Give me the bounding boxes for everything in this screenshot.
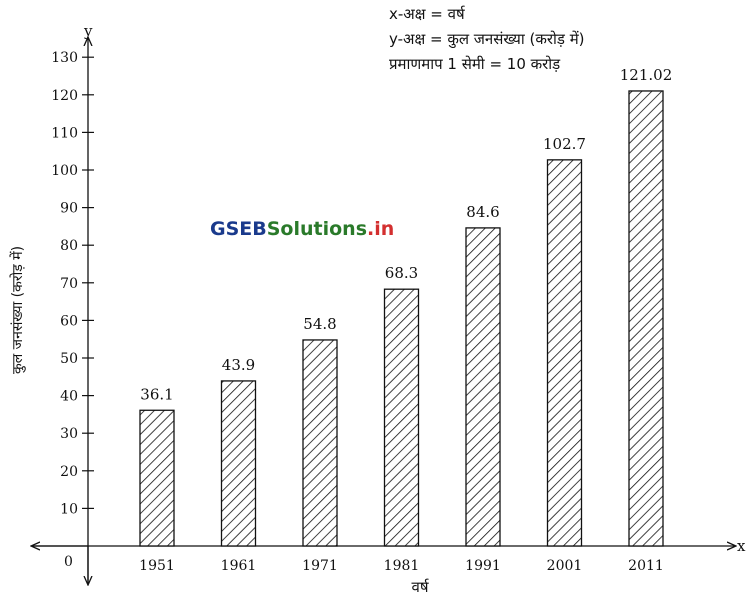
y-tick-label: 70 [60, 276, 78, 292]
y-tick-label: 40 [60, 389, 78, 405]
x-tick-label-1951: 1951 [139, 558, 175, 574]
bar-1951 [139, 409, 175, 547]
watermark-part-3: .in [367, 218, 395, 240]
y-tick-label: 20 [60, 464, 78, 480]
legend-line-3: प्रमाणमाप 1 सेमी = 10 करोड़ [389, 55, 561, 73]
y-axis-label: कुल जनसंख्या (करोड़ में) [9, 246, 26, 374]
bar-2001 [546, 159, 583, 547]
x-tick-label-1961: 1961 [221, 558, 257, 574]
y-tick-label: 80 [60, 238, 78, 254]
y-tick-label: 50 [60, 351, 78, 367]
watermark-part-1: GSEB [210, 218, 267, 240]
axis-letter-x: x [737, 537, 746, 555]
origin-label: 0 [64, 554, 73, 570]
bar-2011 [628, 90, 664, 547]
bar-1971 [302, 339, 338, 547]
x-tick-label-2011: 2011 [628, 558, 664, 574]
bar-1991 [465, 227, 501, 547]
y-tick-label: 100 [51, 163, 78, 179]
bar-1961 [220, 380, 257, 547]
bars: 36.1 43.9 54.8 68.3 84.6 102.7 121.02 [139, 66, 673, 547]
y-tick-label: 130 [51, 50, 78, 66]
y-ticks: 10 20 30 40 50 60 70 80 90 100 110 120 130 [51, 50, 94, 517]
watermark-part-2: Solutions [266, 218, 368, 240]
axis-letter-y: y [83, 22, 93, 40]
legend-line-1: x-अक्ष = वर्ष [389, 5, 466, 23]
x-tick-label-1971: 1971 [302, 558, 338, 574]
data-label-1961: 43.9 [222, 356, 255, 374]
x-tick-label-1991: 1991 [465, 558, 501, 574]
data-label-1971: 54.8 [303, 315, 336, 333]
y-tick-label: 10 [60, 501, 78, 517]
x-tick-label-1981: 1981 [384, 558, 420, 574]
y-tick-label: 30 [60, 426, 78, 442]
y-tick-label: 120 [51, 88, 78, 104]
watermark-logo: GSEBSolutions.in [210, 218, 394, 240]
bar-1981 [383, 288, 420, 547]
data-label-1981: 68.3 [385, 264, 418, 282]
x-ticks: 1951 1961 1971 1981 1991 2001 2011 [139, 558, 664, 574]
legend-line-2: y-अक्ष = कुल जनसंख्या (करोड़ में) [389, 30, 585, 49]
x-tick-label-2001: 2001 [547, 558, 583, 574]
data-label-1991: 84.6 [466, 203, 499, 221]
y-tick-label: 90 [60, 201, 78, 217]
y-tick-label: 60 [60, 313, 78, 329]
x-axis-label: वर्ष [411, 578, 429, 596]
data-label-2011: 121.02 [620, 66, 673, 84]
data-label-2001: 102.7 [543, 135, 586, 153]
y-tick-label: 110 [51, 125, 78, 141]
data-label-1951: 36.1 [140, 385, 173, 403]
